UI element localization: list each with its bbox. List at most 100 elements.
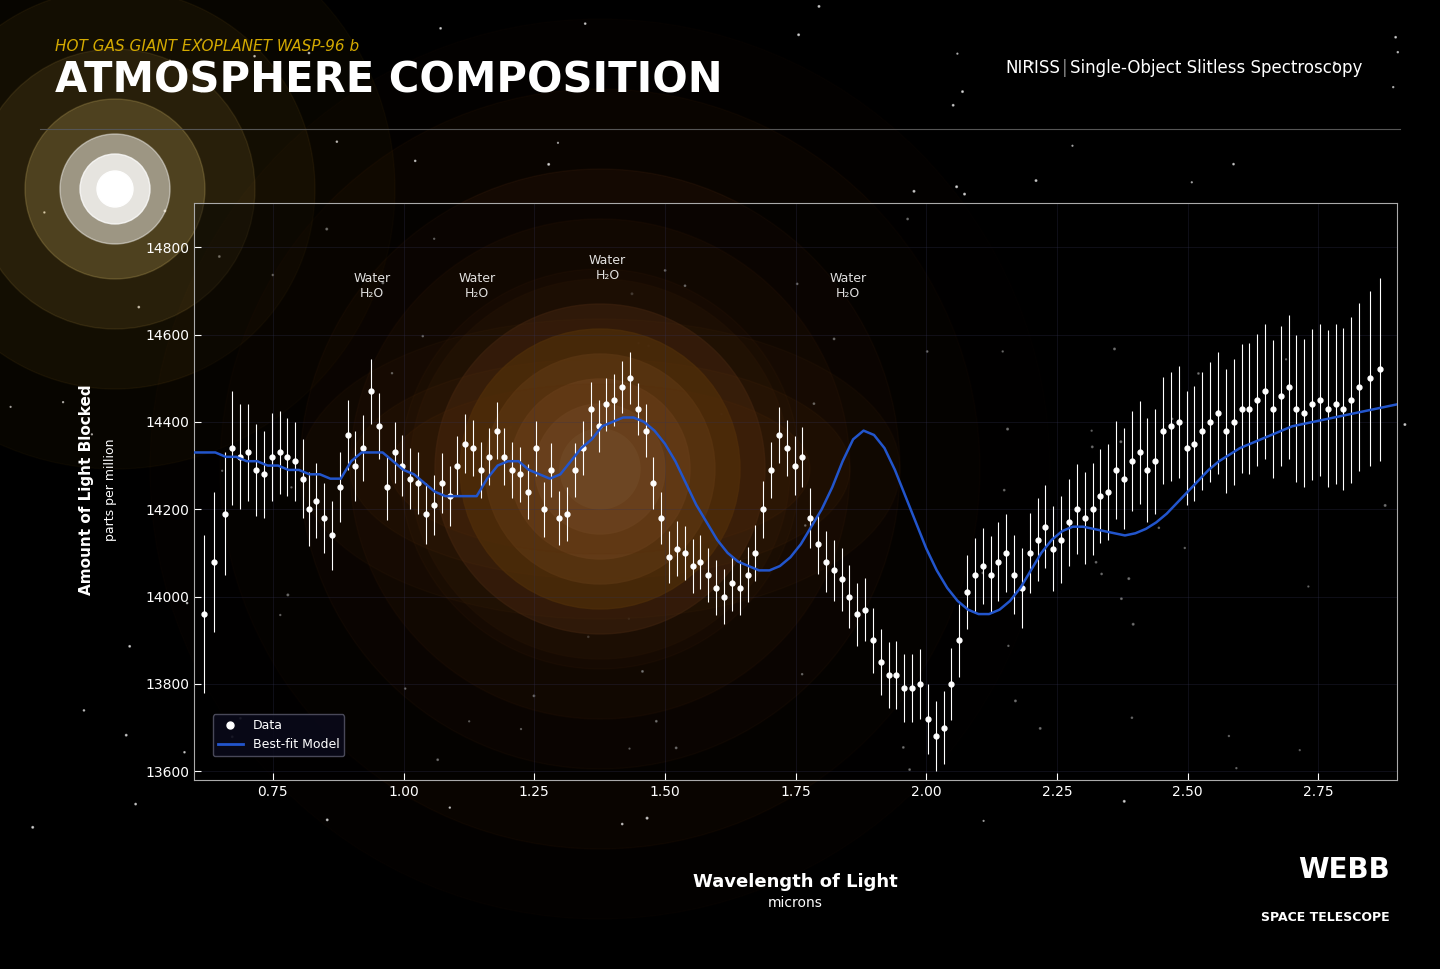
Point [1084,554,1107,570]
Point [210,463,233,479]
Text: WEBB: WEBB [1299,856,1390,884]
Point [298,46,321,61]
Point [269,608,292,623]
Point [1289,742,1312,758]
Circle shape [536,404,665,534]
Point [665,740,688,756]
Point [1161,411,1184,426]
Text: NIRISS: NIRISS [1005,59,1060,77]
Point [380,365,403,381]
Point [1181,174,1204,190]
Point [1188,63,1211,78]
Point [118,639,141,654]
Point [412,328,435,344]
Text: Water
H₂O: Water H₂O [829,271,867,299]
Point [423,231,446,246]
Point [124,797,147,812]
Circle shape [300,169,900,769]
Point [315,812,338,828]
Point [1382,79,1405,95]
Point [1113,794,1136,809]
Point [393,681,416,697]
Point [127,299,150,315]
Text: |: | [1063,59,1068,77]
Point [992,483,1015,498]
Point [1103,341,1126,357]
Point [438,799,461,815]
Point [1384,29,1407,45]
Point [891,739,914,755]
Point [618,741,641,757]
Text: Single-Object Slitless Spectroscopy: Single-Object Slitless Spectroscopy [1070,59,1362,77]
Circle shape [400,269,801,669]
Point [896,211,919,227]
Point [1021,55,1044,71]
Circle shape [24,99,204,279]
Point [1274,352,1297,367]
Point [243,48,266,64]
Point [942,98,965,113]
Circle shape [0,0,315,389]
Point [158,53,181,69]
Point [261,267,284,283]
Point [1323,55,1346,71]
Point [33,204,56,220]
Point [626,335,649,351]
Point [791,667,814,682]
Point [1109,434,1132,450]
Point [618,611,641,627]
Text: parts per million: parts per million [104,438,118,541]
Point [1394,417,1417,432]
Point [1297,578,1320,594]
Point [52,394,75,410]
Point [1223,156,1246,172]
Point [1225,761,1248,776]
Point [220,729,243,744]
Point [1174,541,1197,556]
Point [945,179,968,195]
Point [1081,439,1104,454]
Point [1122,616,1145,632]
Point [537,157,560,172]
Circle shape [0,49,255,329]
Point [953,186,976,202]
Point [899,762,922,777]
Text: Water
H₂O: Water H₂O [354,271,390,299]
Circle shape [510,379,690,559]
Point [115,728,138,743]
Point [996,422,1020,437]
Point [793,517,816,533]
Point [1028,721,1051,736]
Point [903,183,926,199]
Circle shape [560,429,639,509]
Point [22,820,45,835]
Point [631,664,654,679]
Point [636,338,660,354]
Point [1024,172,1047,188]
Text: Water
H₂O: Water H₂O [589,254,626,282]
Point [510,721,533,736]
Circle shape [350,219,850,719]
Point [635,810,658,826]
Point [971,565,994,580]
Point [667,81,690,97]
Point [154,203,177,219]
Point [190,32,213,47]
Point [315,221,338,236]
Text: Water
H₂O: Water H₂O [458,271,495,299]
Point [645,713,668,729]
Point [991,344,1014,359]
Point [1217,729,1240,744]
Point [649,466,672,482]
Circle shape [220,89,981,849]
Ellipse shape [390,384,809,554]
Legend: Data, Best-fit Model: Data, Best-fit Model [213,714,344,757]
Point [546,135,569,150]
Circle shape [459,329,740,609]
Point [458,713,481,729]
Point [996,639,1020,654]
Point [611,816,634,831]
Point [1120,710,1143,726]
Point [802,396,825,412]
Point [972,813,995,828]
